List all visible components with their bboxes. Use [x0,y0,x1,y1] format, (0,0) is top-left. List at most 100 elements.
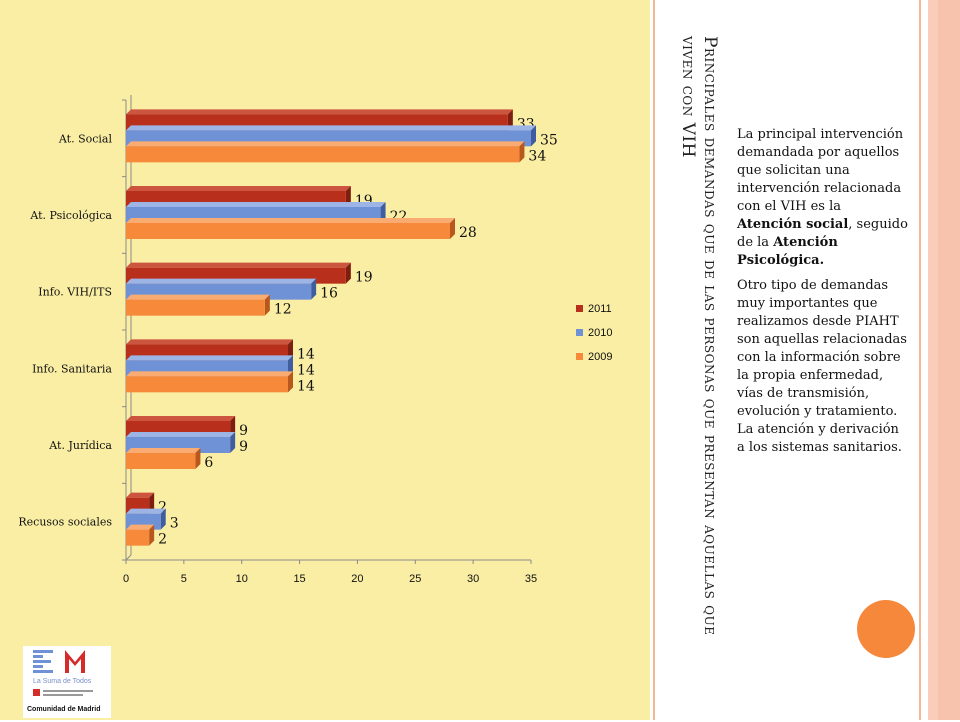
data-label: 14 [297,362,315,378]
bar-2009 [126,146,520,163]
category-label: Info. Sanitaria [32,362,112,375]
bar-2009 [126,299,265,316]
bar-top-face [126,109,513,115]
data-label: 9 [239,423,248,439]
bar-top-face [126,492,155,498]
data-label: 2 [158,500,167,516]
bar-top-face [126,278,317,284]
bar-end-face [149,492,155,514]
category-label: At. Psicológica [29,209,112,222]
bar-top-face [126,355,293,361]
x-tick-label: 0 [123,573,129,585]
bar-top-face [126,508,166,514]
x-tick-label: 5 [181,573,187,585]
data-label: 9 [239,439,248,455]
divider-line [653,0,655,720]
paragraph-2: Otro tipo de demandas muy importantes qu… [737,278,907,455]
category-label: Info. VIH/ITS [38,286,112,299]
decorative-stripe [938,0,960,720]
logo-stripe [43,650,53,653]
decorative-circle [857,600,915,658]
bar-end-face [288,371,293,393]
logo-tagline: La Suma de Todos [33,678,92,685]
paragraph-1-text-a: La principal intervención demandada por … [737,127,904,214]
bar-top-face [126,262,351,268]
logo-stripe [43,660,51,663]
paragraph-1-bold-a: Atención social [737,217,849,232]
legend-swatch [576,305,583,312]
data-label: 34 [528,148,546,164]
data-label: 2 [158,532,167,548]
data-label: 6 [204,455,213,471]
bar-end-face [531,125,536,147]
logo-stripe [43,670,53,673]
bar-2009 [126,529,150,546]
comunidad-madrid-logo: La Suma de Todos Comunidad de Madrid [23,646,111,718]
axis-corner-line [125,554,132,561]
bar-end-face [345,186,351,207]
legend-label: 2010 [588,327,612,339]
bar-end-face [288,355,293,377]
legend-label: 2011 [588,303,612,315]
bar-end-face [507,109,513,131]
logo-graphic: La Suma de Todos Comunidad de Madrid [27,650,101,713]
paragraph-1: La principal intervención demandada por … [737,126,909,270]
legend-swatch [576,353,583,360]
bar-end-face [149,524,155,546]
logo-m-shape [65,650,85,673]
logo-small-line [43,694,83,696]
legend-label: 2009 [588,351,612,363]
bar-top-face [126,218,455,223]
bar-end-face [160,508,166,530]
data-label: 19 [355,270,373,286]
bar-end-face [264,294,270,316]
bar-top-face [126,186,351,191]
category-label: Recusos sociales [18,516,112,529]
paragraph-1-bold-b: Atención Psicológica. [737,235,838,268]
slide-title: Principales demandas que de las personas… [671,36,721,636]
bar-top-face [126,371,293,377]
bar-top-face [126,125,536,131]
bar-end-face [345,262,351,284]
bar-2009 [126,453,196,469]
bar-2009 [126,376,288,393]
x-tick-label: 35 [525,573,537,585]
legend-swatch [576,329,583,336]
logo-stripe [33,665,43,668]
bar-top-face [126,416,236,421]
data-label: 3 [170,516,179,532]
bar-end-face [230,416,236,437]
x-tick-label: 10 [236,573,248,585]
logo-small-line [43,690,93,692]
data-label: 14 [297,378,315,394]
x-tick-label: 15 [293,573,305,585]
x-tick-label: 30 [467,573,479,585]
logo-stripe [33,670,43,673]
bar-top-face [126,524,155,530]
data-label: 14 [297,346,315,362]
logo-red-square [33,689,40,696]
bar-end-face [288,339,293,361]
data-label: 16 [320,286,338,302]
bar-top-face [126,202,386,207]
bar-end-face [519,141,525,163]
data-label: 35 [540,132,558,148]
logo-stripe [33,655,43,658]
paragraph-1-text-b: , seguido de la [737,217,908,250]
logo-org-name: Comunidad de Madrid [27,706,101,713]
category-label: At. Social [58,132,113,145]
data-label: 12 [274,302,292,318]
divider-line [919,0,921,720]
logo-stripe [33,660,43,663]
decorative-stripe [928,0,938,720]
data-label: 28 [459,225,477,241]
bar-end-face [311,278,317,300]
logo-stripe [33,650,43,653]
bar-top-face [126,432,236,437]
bar-top-face [126,448,201,453]
x-tick-label: 25 [409,573,421,585]
bar-end-face [380,202,386,223]
bar-end-face [450,218,455,239]
x-tick-label: 20 [351,573,363,585]
